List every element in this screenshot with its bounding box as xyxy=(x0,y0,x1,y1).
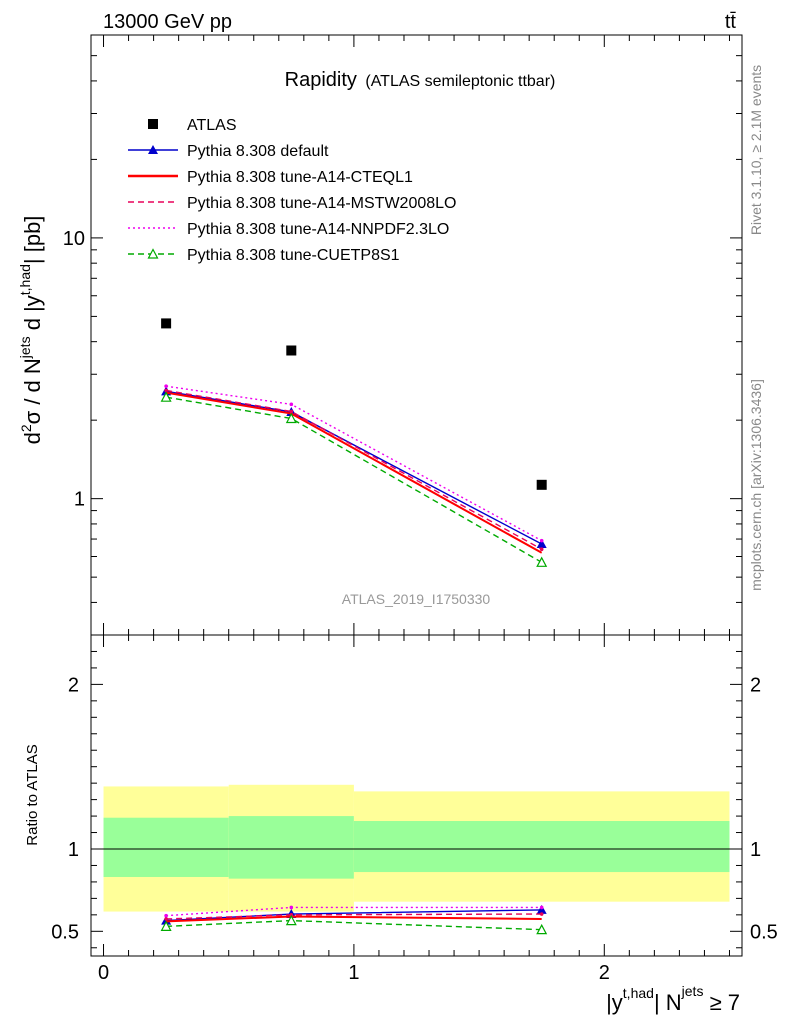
plot-title: Rapidity xyxy=(285,69,357,91)
analysis-label: ATLAS_2019_I1750330 xyxy=(342,591,491,607)
y-tick-label-ratio: 0.5 xyxy=(51,921,79,943)
series-point-main xyxy=(164,388,168,393)
x-tick-label: 2 xyxy=(599,962,610,984)
series-line-main xyxy=(165,391,543,554)
legend: ATLAS Pythia 8.308 default Pythia 8.308 tu… xyxy=(128,117,456,264)
series-point-ratio xyxy=(285,914,297,926)
ratio-uncertainty-bands xyxy=(103,784,730,912)
series-point-main xyxy=(289,409,294,414)
legend-label-data: ATLAS xyxy=(187,117,237,134)
y-axis-label-ratio: Ratio to ATLAS xyxy=(24,744,41,845)
series-point-ratio xyxy=(160,920,172,931)
y-tick-label-ratio-right: 0.5 xyxy=(750,921,778,943)
series-point-main xyxy=(160,391,172,402)
legend-marker-data xyxy=(148,119,158,129)
ratio-band-green xyxy=(228,816,354,879)
legend-label: Pythia 8.308 tune-A14-CTEQL1 xyxy=(187,169,413,186)
series-point-main xyxy=(539,547,544,551)
plot-subtitle: (ATLAS semileptonic ttbar) xyxy=(365,73,555,90)
series-line-main xyxy=(165,396,543,563)
series-point-main xyxy=(536,556,548,567)
series-point-main xyxy=(285,412,297,424)
series-point-ratio xyxy=(539,905,544,910)
legend-marker xyxy=(147,248,159,259)
energy-label: 13000 GeV pp xyxy=(103,11,232,33)
mcplots-label: mcplots.cern.ch [arXiv:1306.3436] xyxy=(748,379,764,591)
x-tick-label: 0 xyxy=(98,962,109,984)
ratio-band-green xyxy=(353,821,730,873)
x-axis-label: |yt,had| Njets ≥ 7 xyxy=(606,983,740,1015)
series-point-ratio xyxy=(164,917,168,921)
series-point-main xyxy=(539,538,544,543)
process-label: tt̄ xyxy=(725,11,737,33)
data-point xyxy=(161,318,172,329)
y-tick-label-ratio: 1 xyxy=(68,839,79,861)
series-point-ratio xyxy=(289,905,294,910)
data-point xyxy=(536,479,547,490)
legend-marker xyxy=(148,145,158,154)
axis-ticks: 0 1 2 1 10 0.5 0.5 1 1 2 2 xyxy=(51,34,778,984)
series-point-ratio xyxy=(539,912,544,916)
series-point-main xyxy=(164,384,168,388)
y-tick-label-ratio: 2 xyxy=(68,674,79,696)
legend-label: Pythia 8.308 tune-A14-MSTW2008LO xyxy=(187,195,456,212)
legend-label: Pythia 8.308 tune-CUETP8S1 xyxy=(187,247,400,264)
series-point-ratio xyxy=(536,923,548,935)
x-tick-label: 1 xyxy=(348,962,359,984)
y-tick-label-ratio-right: 1 xyxy=(750,839,761,861)
series-line-main xyxy=(166,385,543,542)
ratio-plot-frame xyxy=(90,634,743,957)
main-series-layer xyxy=(160,318,548,567)
series-point-ratio xyxy=(536,904,547,914)
series-point-ratio xyxy=(164,913,168,918)
legend-label: Pythia 8.308 default xyxy=(187,143,329,160)
ratio-band-green xyxy=(103,817,229,877)
legend-label: Pythia 8.308 tune-A14-NNPDF2.3LO xyxy=(187,221,449,238)
rivet-label: Rivet 3.1.10, ≥ 2.1M events xyxy=(748,65,764,235)
y-axis-label-main: d2σ / d Njets d |yt,had| [pb] xyxy=(17,216,45,445)
series-point-main xyxy=(536,539,547,549)
y-tick-label-ratio-right: 2 xyxy=(750,674,761,696)
data-point xyxy=(286,345,297,356)
series-line-ratio xyxy=(166,919,542,931)
y-tick-label-main: 1 xyxy=(74,489,85,511)
plot-title-group: Rapidity (ATLAS semileptonic ttbar) xyxy=(285,69,556,91)
series-line-main xyxy=(165,389,543,550)
ratio-series-layer xyxy=(160,904,548,935)
y-tick-label-main: 10 xyxy=(63,228,85,250)
series-point-main xyxy=(289,402,294,407)
